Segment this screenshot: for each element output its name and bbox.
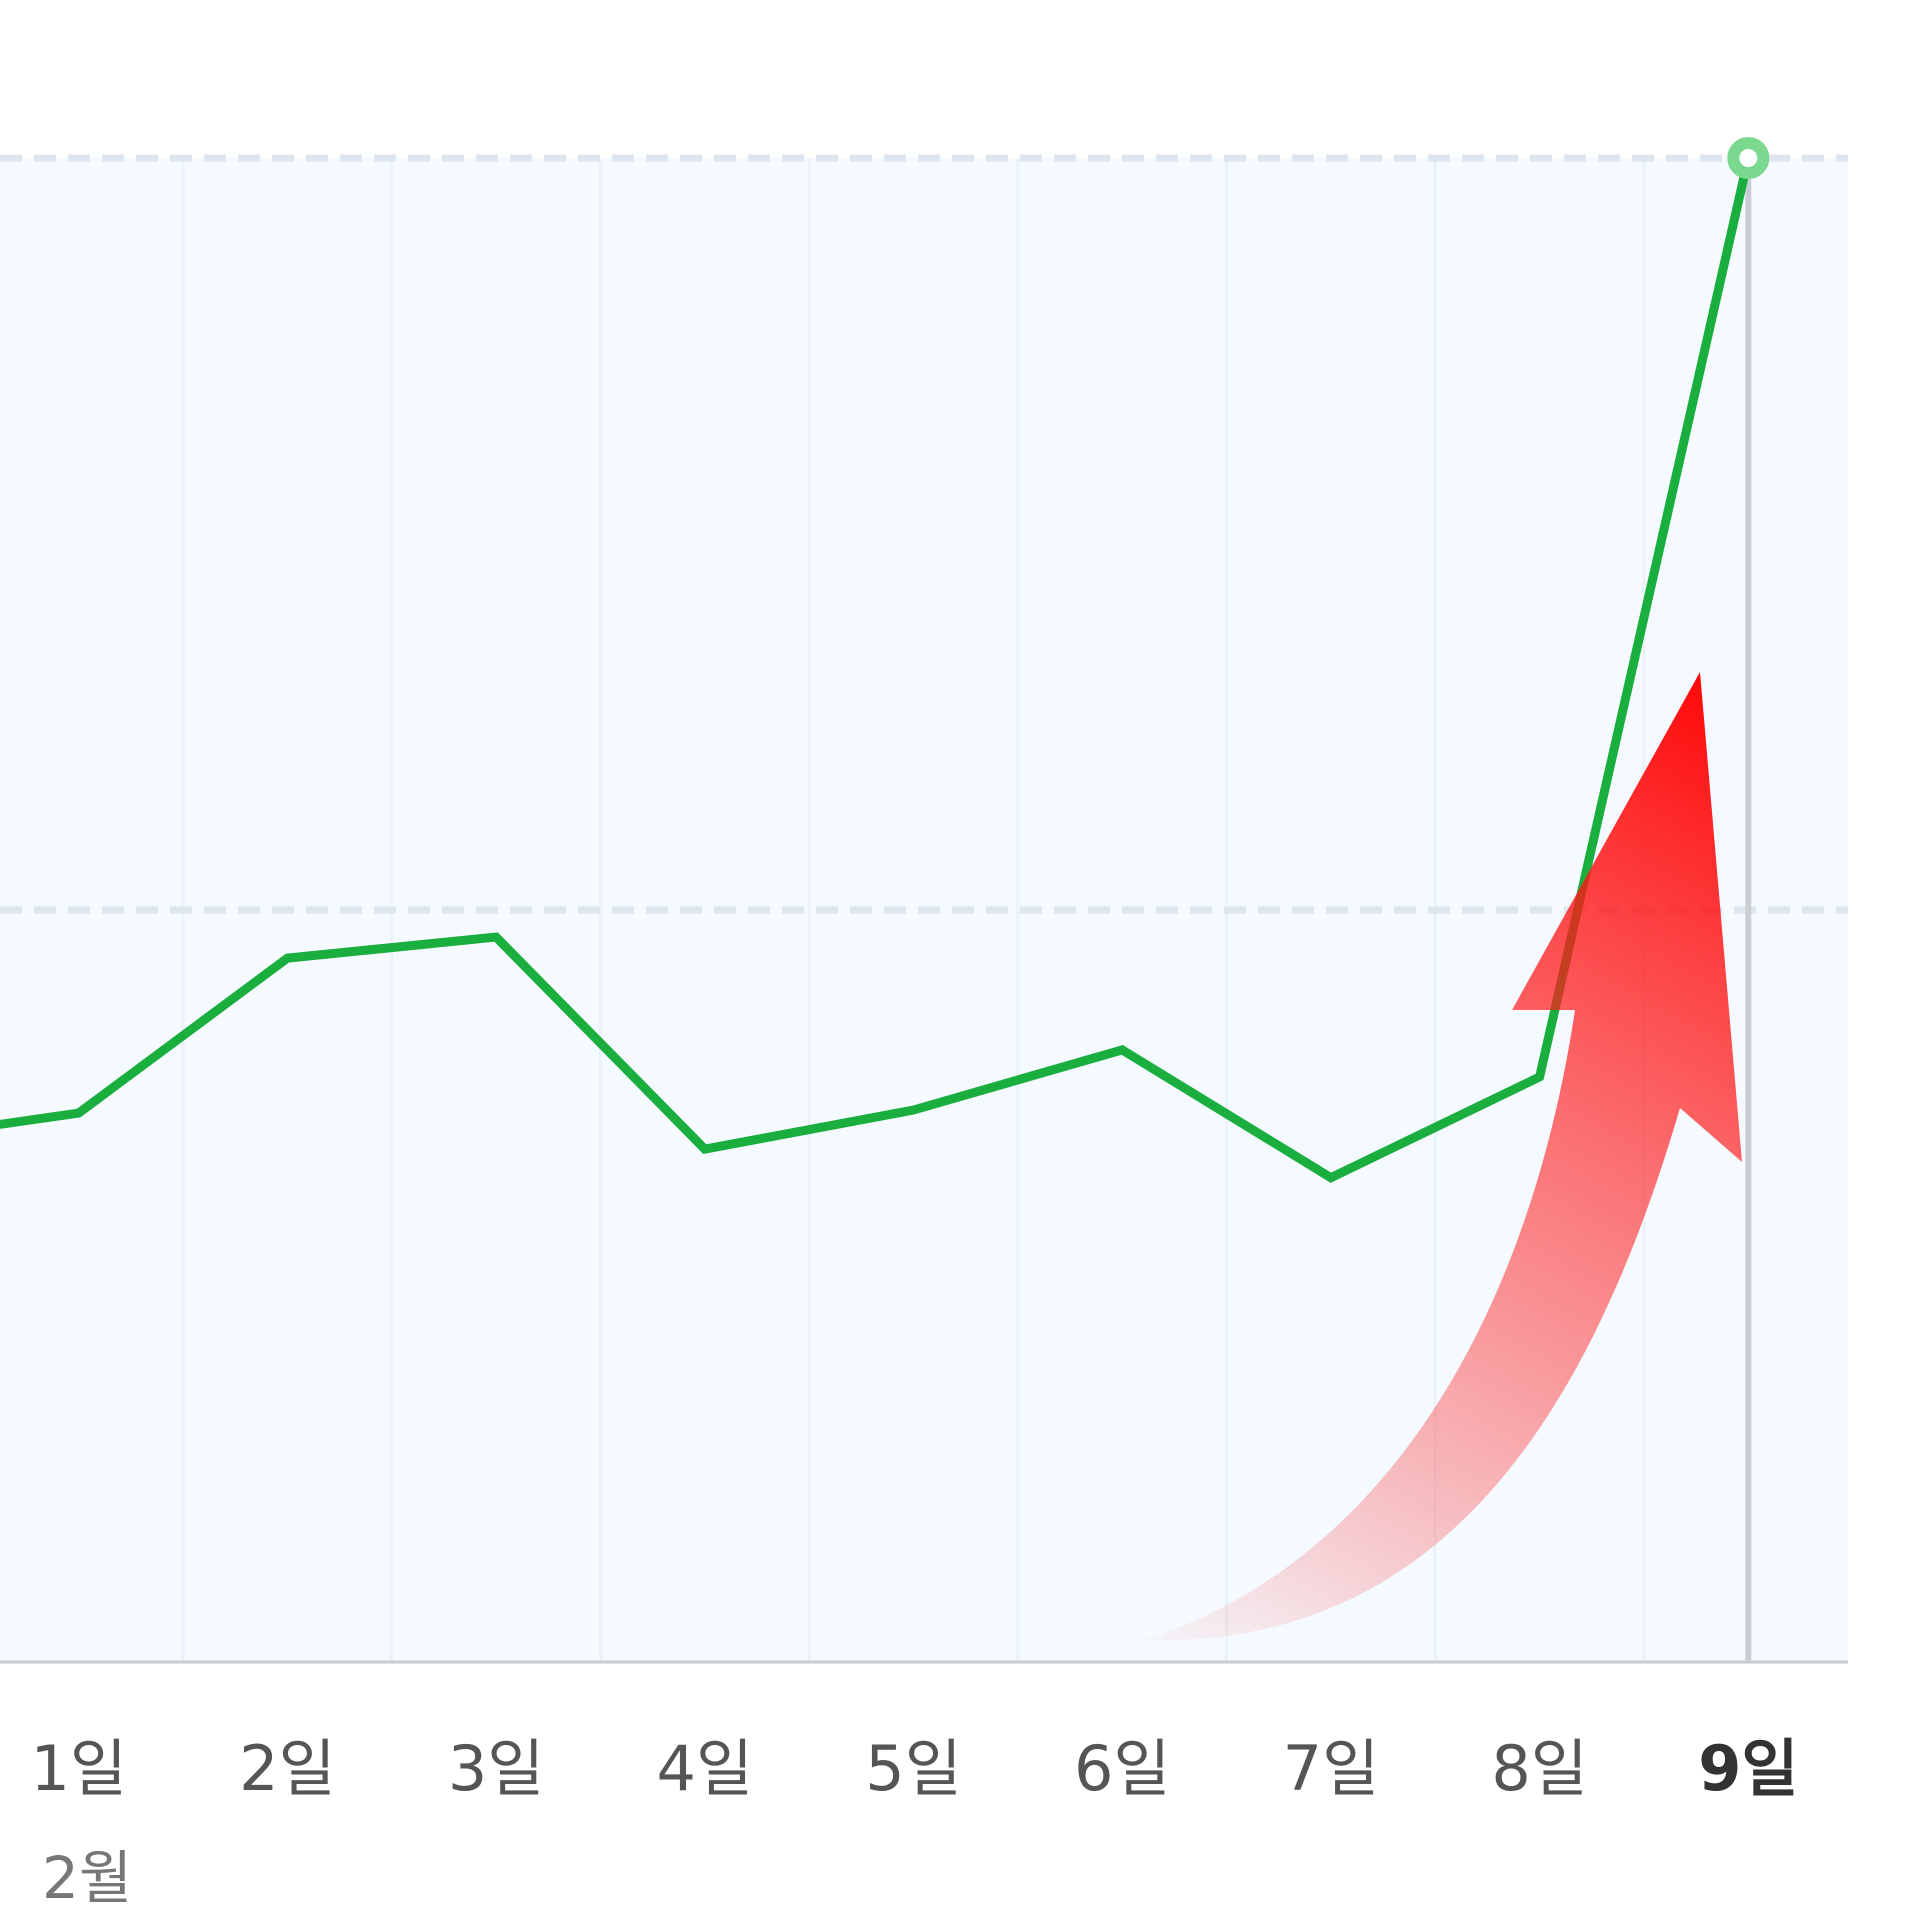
x-tick-label: 4일 [657, 1732, 754, 1805]
series-line [0, 157, 1753, 1183]
x-tick-label: 8일 [1491, 1732, 1588, 1805]
last-point-marker [1727, 137, 1770, 179]
x-tick-label: 3일 [448, 1732, 545, 1805]
x-tick-label: 2일 [239, 1732, 336, 1805]
trend-up-arrow [1145, 672, 1742, 1641]
month-label: 2월 [42, 1844, 132, 1912]
x-tick-label: 6일 [1074, 1732, 1171, 1805]
horizontal-gridlines [0, 154, 1848, 914]
x-axis-ticks: 1일 2일 3일 4일 5일 6일 7일 8일 9일 [30, 1732, 1798, 1805]
x-tick-label: 5일 [865, 1732, 962, 1805]
x-tick-label: 1일 [30, 1732, 127, 1805]
x-tick-label: 7일 [1283, 1732, 1380, 1805]
x-tick-label: 9일 [1698, 1732, 1798, 1805]
series-group [0, 137, 1770, 1183]
